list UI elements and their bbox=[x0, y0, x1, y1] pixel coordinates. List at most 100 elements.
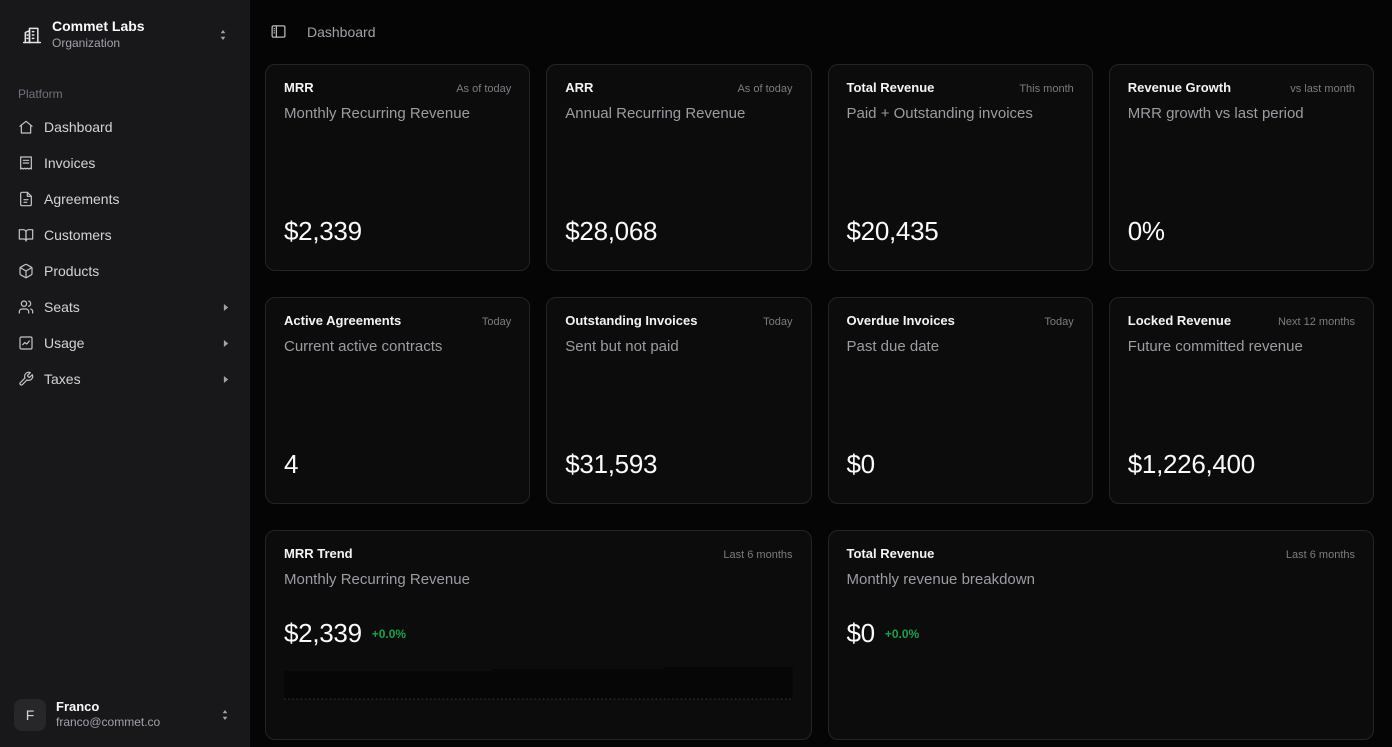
card-value: 0% bbox=[1127, 216, 1165, 246]
card-description: MRR growth vs last period bbox=[1127, 105, 1304, 122]
card-value: $0 bbox=[846, 618, 876, 648]
sidebar-item-seats[interactable]: Seats bbox=[8, 291, 242, 323]
sidebar-item-label: Seats bbox=[44, 299, 80, 316]
chevron-right-icon bbox=[219, 301, 232, 314]
card-value: $2,339 bbox=[284, 618, 362, 648]
sidebar-item-products[interactable]: Products bbox=[8, 255, 242, 287]
card-period: Today bbox=[481, 316, 512, 328]
chevron-right-icon bbox=[219, 337, 232, 350]
card-period: Last 6 months bbox=[1285, 549, 1355, 561]
change-badge: +0.0% bbox=[884, 626, 920, 641]
card-title: Total Revenue bbox=[846, 546, 935, 561]
card-title: MRR Trend bbox=[284, 546, 353, 561]
card-description: Current active contracts bbox=[284, 338, 443, 355]
card-value: $0 bbox=[846, 449, 876, 479]
card-period: Next 12 months bbox=[1277, 316, 1355, 328]
package-icon bbox=[18, 263, 34, 279]
card-description: Monthly Recurring Revenue bbox=[284, 105, 470, 122]
chevrons-up-down-icon bbox=[218, 708, 232, 722]
change-badge: +0.0% bbox=[371, 626, 407, 641]
stat-card-overdue-invoices: Overdue Invoices Today Past due date $0 bbox=[827, 297, 1093, 504]
card-title: Active Agreements bbox=[284, 313, 402, 328]
sidebar-item-dashboard[interactable]: Dashboard bbox=[8, 111, 242, 143]
sidebar-item-usage[interactable]: Usage bbox=[8, 327, 242, 359]
card-value: $28,068 bbox=[565, 216, 658, 246]
card-description: Future committed revenue bbox=[1127, 338, 1303, 355]
card-value: $2,339 bbox=[284, 216, 362, 246]
sidebar-item-label: Products bbox=[44, 263, 100, 280]
sidebar-item-label: Taxes bbox=[44, 371, 81, 388]
card-period: Today bbox=[1044, 316, 1074, 328]
org-switcher[interactable]: Commet Labs Organization bbox=[8, 10, 242, 59]
user-text: Franco franco@commet.co bbox=[56, 699, 208, 731]
chevrons-up-down-icon bbox=[216, 28, 230, 42]
mrr-trend-area-chart bbox=[284, 663, 793, 705]
org-type: Organization bbox=[52, 35, 121, 50]
breadcrumb: Dashboard bbox=[307, 23, 376, 40]
card-title: MRR bbox=[284, 80, 314, 95]
file-text-icon bbox=[18, 191, 34, 207]
sidebar-item-taxes[interactable]: Taxes bbox=[8, 363, 242, 395]
sidebar-item-invoices[interactable]: Invoices bbox=[8, 147, 242, 179]
main-content: Dashboard MRR As of today Monthly Recurr… bbox=[250, 0, 1392, 747]
card-period: vs last month bbox=[1290, 83, 1355, 95]
sidebar-item-label: Dashboard bbox=[44, 119, 113, 136]
user-email: franco@commet.co bbox=[56, 715, 161, 730]
dashboard-grid: MRR As of today Monthly Recurring Revenu… bbox=[265, 64, 1374, 740]
card-period: Today bbox=[763, 316, 793, 328]
card-title: Overdue Invoices bbox=[846, 313, 955, 328]
sidebar-item-label: Customers bbox=[44, 227, 112, 244]
org-name: Commet Labs bbox=[52, 18, 145, 34]
user-menu[interactable]: F Franco franco@commet.co bbox=[8, 693, 242, 737]
card-period: As of today bbox=[737, 83, 793, 95]
wrench-icon bbox=[18, 371, 34, 387]
sidebar: Commet Labs Organization Platform Dashbo… bbox=[0, 0, 250, 747]
chart-card-total-revenue: Total Revenue Last 6 months Monthly reve… bbox=[827, 530, 1374, 740]
card-title: Outstanding Invoices bbox=[565, 313, 698, 328]
building-icon bbox=[22, 25, 42, 45]
org-text: Commet Labs Organization bbox=[52, 18, 206, 51]
card-description: Monthly Recurring Revenue bbox=[284, 571, 470, 588]
topbar: Dashboard bbox=[250, 0, 1392, 63]
sidebar-footer: F Franco franco@commet.co bbox=[8, 693, 242, 737]
card-title: ARR bbox=[565, 80, 594, 95]
stat-card-mrr: MRR As of today Monthly Recurring Revenu… bbox=[265, 64, 531, 271]
book-open-icon bbox=[18, 227, 34, 243]
stat-card-revenue-growth: Revenue Growth vs last month MRR growth … bbox=[1108, 64, 1374, 271]
card-period: Last 6 months bbox=[723, 549, 793, 561]
sidebar-item-label: Usage bbox=[44, 335, 85, 352]
card-title: Locked Revenue bbox=[1127, 313, 1232, 328]
stat-card-active-agreements: Active Agreements Today Current active c… bbox=[265, 297, 531, 504]
user-name: Franco bbox=[56, 698, 100, 714]
panel-left-icon[interactable] bbox=[270, 23, 287, 40]
sidebar-section-label: Platform bbox=[18, 87, 63, 102]
card-period: This month bbox=[1019, 83, 1074, 95]
total-revenue-empty-chart bbox=[847, 663, 1356, 705]
sidebar-item-agreements[interactable]: Agreements bbox=[8, 183, 242, 215]
sidebar-menu: Dashboard Invoices Agreements bbox=[8, 111, 242, 395]
stat-card-outstanding-invoices: Outstanding Invoices Today Sent but not … bbox=[546, 297, 812, 504]
card-description: Sent but not paid bbox=[565, 338, 679, 355]
chart-card-mrr-trend: MRR Trend Last 6 months Monthly Recurrin… bbox=[265, 530, 812, 740]
card-value: $20,435 bbox=[846, 216, 939, 246]
avatar: F bbox=[14, 698, 46, 731]
card-description: Monthly revenue breakdown bbox=[846, 571, 1035, 588]
card-description: Annual Recurring Revenue bbox=[565, 105, 746, 122]
users-icon bbox=[18, 299, 34, 315]
chart-icon bbox=[18, 335, 34, 351]
sidebar-item-customers[interactable]: Customers bbox=[8, 219, 242, 251]
stat-card-arr: ARR As of today Annual Recurring Revenue… bbox=[546, 64, 812, 271]
sidebar-item-label: Agreements bbox=[44, 191, 120, 208]
home-icon bbox=[18, 119, 34, 135]
chevron-right-icon bbox=[219, 373, 232, 386]
card-period: As of today bbox=[456, 83, 512, 95]
card-value: 4 bbox=[284, 449, 299, 479]
stat-card-locked-revenue: Locked Revenue Next 12 months Future com… bbox=[1108, 297, 1374, 504]
card-value: $1,226,400 bbox=[1127, 449, 1255, 479]
receipt-icon bbox=[18, 155, 34, 171]
card-title: Total Revenue bbox=[846, 80, 935, 95]
stat-card-total-revenue: Total Revenue This month Paid + Outstand… bbox=[827, 64, 1093, 271]
card-title: Revenue Growth bbox=[1127, 80, 1232, 95]
card-description: Paid + Outstanding invoices bbox=[846, 105, 1033, 122]
sidebar-item-label: Invoices bbox=[44, 155, 96, 172]
